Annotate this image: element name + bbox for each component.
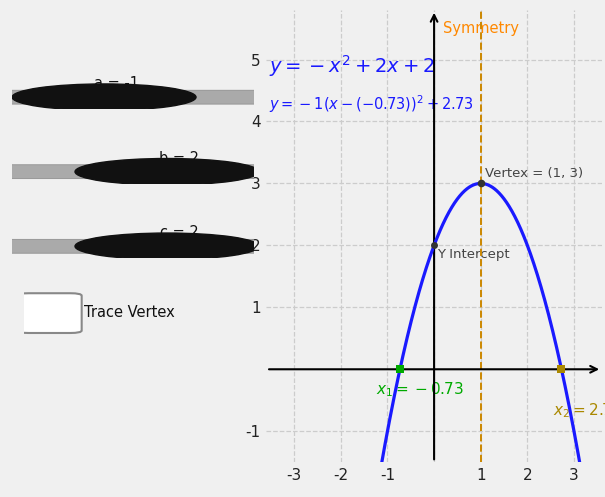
Text: $y = -x^2 + 2x + 2$: $y = -x^2 + 2x + 2$ bbox=[269, 53, 434, 79]
FancyBboxPatch shape bbox=[18, 293, 82, 333]
Text: $x_2 = 2.73$: $x_2 = 2.73$ bbox=[554, 402, 605, 420]
Circle shape bbox=[12, 84, 196, 110]
Text: b = 2: b = 2 bbox=[159, 151, 199, 166]
FancyBboxPatch shape bbox=[7, 239, 259, 253]
Circle shape bbox=[75, 233, 259, 259]
Text: $y = -1(x-(-0.73))^2+2.73$: $y = -1(x-(-0.73))^2+2.73$ bbox=[269, 93, 473, 115]
FancyBboxPatch shape bbox=[7, 165, 259, 178]
Text: Trace Vertex: Trace Vertex bbox=[84, 305, 175, 320]
Text: Vertex = (1, 3): Vertex = (1, 3) bbox=[485, 167, 583, 180]
Text: $x_1 = -0.73$: $x_1 = -0.73$ bbox=[376, 380, 464, 399]
Text: c = 2: c = 2 bbox=[160, 225, 198, 241]
Circle shape bbox=[75, 159, 259, 185]
Text: a = -1: a = -1 bbox=[94, 76, 139, 91]
Text: Y Intercept: Y Intercept bbox=[437, 248, 510, 261]
FancyBboxPatch shape bbox=[7, 90, 259, 104]
Text: Symmetry: Symmetry bbox=[443, 21, 518, 36]
